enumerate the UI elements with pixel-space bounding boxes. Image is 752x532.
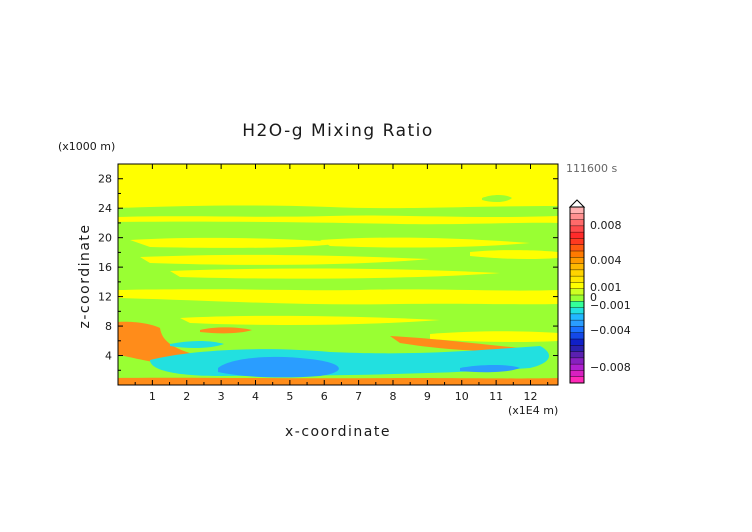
y-tick-label: 12 <box>98 291 112 304</box>
x-tick-label: 10 <box>455 390 469 403</box>
x-axis-label: x-coordinate <box>285 424 391 440</box>
colorbar-band <box>570 313 584 321</box>
x-tick-label: 6 <box>321 390 328 403</box>
colorbar-band <box>570 219 584 227</box>
x-axis: 1 2 3 4 5 6 7 8 9 10 11 12 <box>134 164 549 403</box>
colorbar-label: 0.001 <box>590 281 622 294</box>
x-tick-label: 1 <box>149 390 156 403</box>
contour-patch <box>218 356 339 378</box>
contour-patch <box>118 377 558 385</box>
colorbar-band <box>570 288 584 296</box>
contour-patch <box>200 327 252 334</box>
colorbar-label: −0.001 <box>590 299 631 312</box>
colorbar-band <box>570 276 584 283</box>
colorbar-band <box>570 295 584 302</box>
colorbar-band <box>570 357 584 365</box>
y-axis: 4 8 12 16 20 24 28 <box>98 173 558 371</box>
y-tick-label: 28 <box>98 173 112 186</box>
y-tick-label: 8 <box>105 320 112 333</box>
colorbar-band <box>570 364 584 371</box>
colorbar-band <box>570 257 584 264</box>
colorbar-frame <box>569 206 585 384</box>
x-tick-label: 12 <box>524 390 538 403</box>
contour-patch <box>460 365 520 373</box>
x-tick-label: 7 <box>355 390 362 403</box>
colorbar-label: 0.008 <box>590 219 622 232</box>
plot-frame <box>117 163 559 386</box>
x-tick-label: 8 <box>390 390 397 403</box>
chart-title: H2O-g Mixing Ratio <box>242 121 434 141</box>
colorbar-band <box>570 282 584 290</box>
colorbar-label: 0.004 <box>590 254 622 267</box>
contour-patch <box>170 268 500 279</box>
colorbar-band <box>570 301 584 308</box>
colorbar-band <box>570 307 584 315</box>
contour-patch <box>320 237 530 248</box>
contour-patch <box>390 336 520 351</box>
y-axis-label: z-coordinate <box>77 223 93 328</box>
y-tick-label: 16 <box>98 261 112 274</box>
x-tick-label: 3 <box>218 390 225 403</box>
contour-patch <box>430 331 558 343</box>
colorbar-top-arrow <box>568 199 586 208</box>
contour-patch <box>130 237 340 248</box>
contour-band-upper <box>118 205 558 217</box>
colorbar-band <box>570 225 584 233</box>
x-tick-label: 9 <box>424 390 431 403</box>
y-tick-label: 4 <box>105 350 112 363</box>
colorbar-band <box>570 232 584 239</box>
colorbar-band <box>570 213 584 220</box>
colorbar-band <box>570 244 584 252</box>
y-tick-label: 24 <box>98 202 112 215</box>
colorbar-band <box>570 320 584 327</box>
contour-patch <box>140 254 430 265</box>
colorbar-band <box>570 345 584 352</box>
colorbar-band <box>570 251 584 258</box>
colorbar-band <box>570 269 584 277</box>
colorbar-label: −0.004 <box>590 324 631 337</box>
x-tick-label: 2 <box>183 390 190 403</box>
x-tick-label: 4 <box>252 390 259 403</box>
x-tick-label: 11 <box>489 390 503 403</box>
colorbar-band <box>570 238 584 246</box>
colorbar-band <box>570 351 584 359</box>
x-tick-label: 5 <box>286 390 293 403</box>
contour-patch <box>180 315 440 325</box>
colorbar-band <box>570 332 584 340</box>
contour-patch <box>470 250 558 260</box>
plot-area <box>118 164 558 385</box>
time-label: 111600 s <box>566 162 617 175</box>
contour-patch <box>170 341 224 349</box>
colorbar-band <box>570 263 584 271</box>
colorbar-band <box>570 339 584 346</box>
y-tick-label: 20 <box>98 232 112 245</box>
y-unit-label: (x1000 m) <box>58 140 115 153</box>
colorbar-band <box>570 326 584 334</box>
colorbar-band <box>570 370 584 378</box>
colorbar-label: −0.008 <box>590 361 631 374</box>
contour-patch <box>482 195 512 203</box>
colorbar-band <box>570 207 584 214</box>
colorbar-label: 0 <box>590 291 597 304</box>
x-unit-label: (x1E4 m) <box>508 404 558 417</box>
colorbar-band <box>570 376 584 384</box>
